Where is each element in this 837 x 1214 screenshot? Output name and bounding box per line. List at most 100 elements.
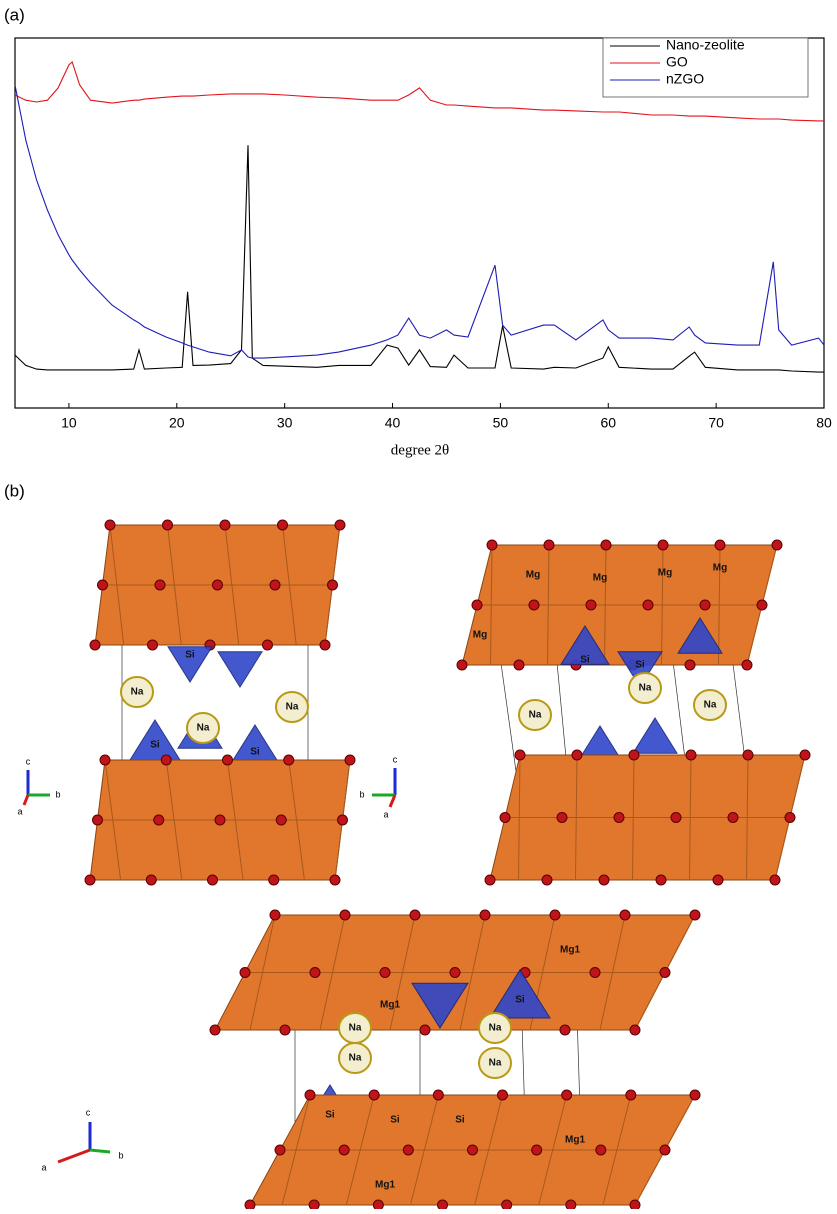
- oxygen-atom: [657, 539, 669, 551]
- oxygen-atom: [212, 579, 223, 591]
- x-tick-label: 30: [277, 415, 293, 431]
- oxygen-atom: [449, 967, 461, 978]
- oxygen-atom: [771, 539, 783, 551]
- oxygen-atom: [585, 599, 597, 611]
- na-atom: [338, 1042, 372, 1074]
- na-atom: [628, 672, 662, 704]
- slab-edge: [167, 524, 182, 646]
- oxygen-atom: [269, 909, 281, 921]
- oxygen-atom: [219, 519, 231, 531]
- oxygen-atom: [619, 909, 631, 921]
- oxygen-atom: [486, 539, 498, 551]
- oxygen-atom: [628, 749, 640, 761]
- axis-label: a: [41, 1162, 46, 1172]
- oxygen-atom: [402, 1144, 414, 1156]
- oxygen-atom: [784, 812, 796, 823]
- slab-edge: [282, 524, 297, 646]
- oxygen-atom: [629, 1199, 641, 1211]
- atom-label: Mg: [713, 563, 727, 574]
- oxygen-atom: [514, 749, 526, 761]
- oxygen-atom: [484, 874, 496, 886]
- atom-label: Na: [529, 710, 542, 721]
- atom-label: Si: [455, 1115, 465, 1126]
- na-atom: [693, 689, 727, 721]
- atom-label: Mg: [473, 630, 487, 641]
- axis-arrow: [388, 794, 397, 808]
- oxygen-atom: [409, 909, 421, 921]
- si-tetrahedron: [411, 982, 469, 1029]
- oxygen-atom: [699, 599, 711, 611]
- oxygen-atom: [89, 639, 101, 651]
- x-tick-label: 40: [385, 415, 401, 431]
- slab-edge: [604, 544, 607, 666]
- slab-edge: [538, 1094, 568, 1206]
- oxygen-atom: [99, 754, 111, 766]
- x-axis-label: degree 2θ: [391, 442, 449, 458]
- atom-label: Si: [390, 1115, 400, 1126]
- atom-label: Na: [489, 1023, 502, 1034]
- slab-edge: [547, 544, 550, 666]
- si-tetrahedron: [632, 717, 678, 754]
- oxygen-atom: [629, 1024, 641, 1036]
- oxygen-atom: [283, 754, 295, 766]
- legend-label: GO: [666, 54, 688, 70]
- axis-label: c: [393, 754, 398, 764]
- na-atom: [120, 676, 154, 708]
- oxygen-atom: [501, 1199, 513, 1211]
- oxygen-atom: [756, 599, 768, 611]
- slab-edge: [249, 914, 276, 1031]
- oxygen-atom: [714, 539, 726, 551]
- oxygen-atom: [334, 519, 346, 531]
- slab-edge: [459, 914, 486, 1031]
- oxygen-atom: [541, 874, 553, 886]
- oxygen-atom: [437, 1199, 448, 1211]
- series-line: [14, 61, 824, 122]
- oxygen-atom: [319, 639, 331, 651]
- oxygen-atom: [92, 814, 103, 826]
- oxygen-atom: [456, 659, 468, 671]
- atom-label: Na: [131, 687, 144, 698]
- oxygen-atom: [147, 639, 158, 651]
- slab-edge: [518, 754, 521, 881]
- slab-edge: [109, 524, 125, 646]
- axis-arrow: [22, 794, 30, 806]
- slab-edge: [288, 759, 305, 881]
- axis-label: c: [86, 1107, 91, 1117]
- oxygen-atom: [338, 1144, 350, 1156]
- oxygen-atom: [549, 909, 561, 921]
- oxygen-atom: [153, 814, 165, 826]
- oxygen-atom: [368, 1089, 380, 1101]
- slab-edge: [345, 1094, 375, 1206]
- oxygen-atom: [337, 814, 348, 826]
- panel-label: (b): [4, 481, 25, 500]
- oxygen-atom: [799, 749, 811, 761]
- na-atom: [275, 691, 309, 723]
- oxygen-atom: [275, 814, 287, 826]
- oxygen-atom: [104, 519, 116, 531]
- slab-edge: [689, 754, 692, 881]
- atom-label: Na: [349, 1053, 362, 1064]
- oxygen-atom: [741, 659, 753, 671]
- oxygen-atom: [556, 812, 568, 823]
- oxygen-atom: [97, 579, 108, 591]
- atom-label: Na: [197, 723, 210, 734]
- si-tetrahedron: [677, 617, 723, 654]
- slab-edge: [599, 914, 626, 1031]
- oxygen-atom: [685, 749, 697, 761]
- legend: [602, 37, 809, 98]
- atom-label: Na: [639, 683, 652, 694]
- axis-label: b: [118, 1150, 123, 1160]
- oxygen-atom: [531, 1144, 543, 1156]
- si-tetrahedron: [560, 625, 610, 665]
- slab-edge: [746, 754, 749, 881]
- slab-edge: [104, 759, 122, 881]
- oxygen-atom: [712, 874, 724, 886]
- oxygen-atom: [561, 1089, 573, 1101]
- oxygen-atom: [689, 909, 701, 921]
- oxygen-atom: [642, 599, 654, 611]
- legend-label: nZGO: [666, 71, 704, 87]
- atom-label: Si: [580, 655, 590, 666]
- axis-label: a: [383, 809, 388, 819]
- oxygen-atom: [207, 874, 218, 886]
